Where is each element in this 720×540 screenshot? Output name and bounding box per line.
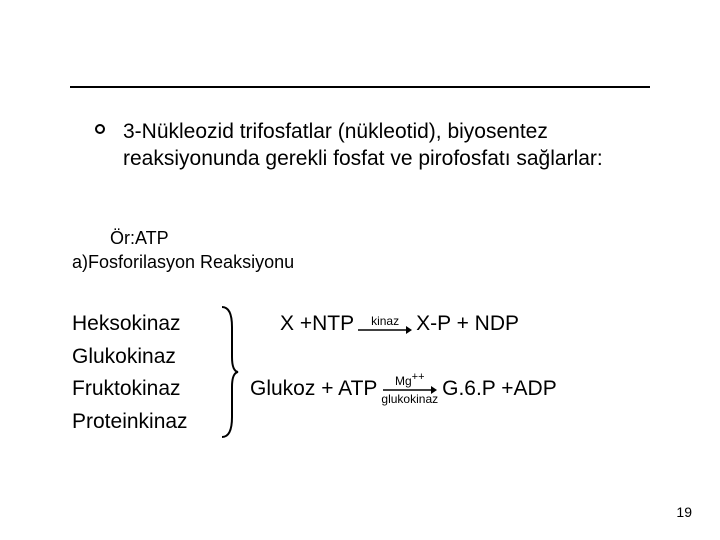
reaction-right: X-P + NDP [416, 312, 519, 336]
reaction-arrow: Mg++ glukokinaz [381, 372, 438, 405]
reaction-row: X +NTP kinaz X-P + NDP [280, 312, 670, 336]
arrow-icon [358, 325, 412, 335]
subsection-heading: a)Fosforilasyon Reaksiyonu [72, 252, 294, 273]
reaction-left: X +NTP [280, 312, 354, 336]
enzyme-list: Heksokinaz Glukokinaz Fruktokinaz Protei… [72, 308, 188, 438]
bullet-marker-icon [95, 124, 105, 134]
arrow-label-bottom: glukokinaz [381, 393, 438, 405]
horizontal-rule [70, 86, 650, 88]
bullet-item: 3-Nükleozid trifosfatlar (nükleotid), bi… [95, 118, 650, 173]
grouping-bracket-icon [218, 305, 240, 439]
page-number: 19 [676, 504, 692, 520]
list-item: Fruktokinaz [72, 373, 188, 406]
list-item: Heksokinaz [72, 308, 188, 341]
reaction-left: Glukoz + ATP [250, 377, 377, 401]
reaction-right: G.6.P +ADP [442, 377, 557, 401]
reaction-equations: X +NTP kinaz X-P + NDP Glukoz + ATP Mg++… [250, 308, 670, 405]
reaction-row: Glukoz + ATP Mg++ glukokinaz G.6.P +ADP [250, 372, 670, 405]
list-item: Glukokinaz [72, 341, 188, 374]
reaction-arrow: kinaz [358, 315, 412, 333]
bullet-text: 3-Nükleozid trifosfatlar (nükleotid), bi… [123, 118, 650, 173]
list-item: Proteinkinaz [72, 406, 188, 439]
example-label: Ör:ATP [110, 228, 169, 249]
